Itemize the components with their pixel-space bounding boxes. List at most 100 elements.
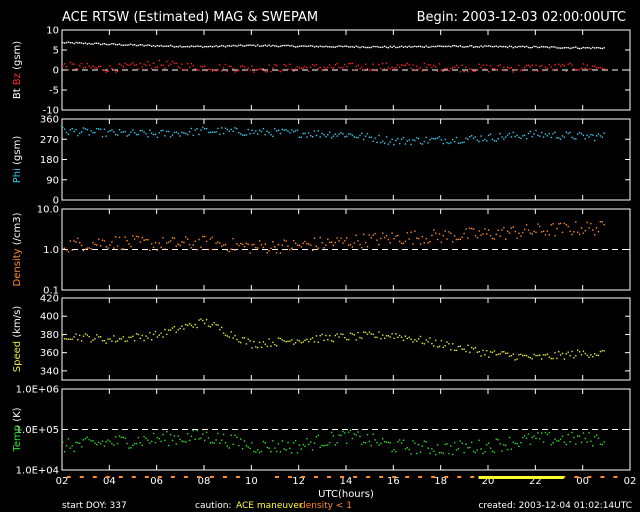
data-point [200,45,202,47]
data-point [230,65,232,68]
data-point [533,353,535,356]
data-point [62,64,64,67]
data-point [421,236,424,238]
data-point [166,242,168,244]
data-point [484,228,486,230]
data-point [149,64,151,66]
data-point [205,240,208,243]
data-point [283,64,285,66]
data-point [387,335,390,337]
data-point [99,336,102,338]
data-point [126,64,128,66]
data-point [128,134,130,136]
data-point [542,46,545,48]
low-density-mark [196,476,201,478]
data-point [595,227,598,229]
data-point [558,47,560,49]
data-point [217,68,219,71]
data-point [455,349,458,352]
data-point [258,240,261,242]
data-point [188,46,191,48]
data-point [336,62,338,65]
data-point [533,133,535,135]
data-point [578,47,581,50]
data-point [251,347,253,349]
data-point [455,64,458,67]
data-point [69,42,71,44]
data-point [285,129,287,131]
data-point [236,338,238,341]
data-point [399,334,401,337]
data-point [118,129,121,131]
data-point [247,243,249,246]
data-point [450,68,452,70]
data-point [122,66,124,68]
data-point [550,444,552,446]
data-point [535,354,537,357]
data-point [412,64,414,66]
data-point [275,345,278,347]
data-point [355,434,357,436]
data-point [253,341,255,343]
data-point [181,46,183,48]
data-point [310,135,312,137]
data-point [141,334,143,337]
data-point [486,140,488,142]
data-point [188,131,191,133]
data-point [338,133,340,135]
y-tick-label: 1.0E+04 [16,466,59,477]
data-point [361,66,363,68]
data-point [168,241,170,243]
data-point [230,128,232,131]
data-point [143,339,145,342]
data-point [559,222,562,225]
data-point [578,132,581,134]
data-point [499,133,501,135]
data-point [272,67,274,69]
data-point [204,45,206,48]
data-point [132,335,134,337]
data-point [139,337,141,339]
data-point [488,71,490,73]
data-point [368,234,371,236]
data-point [190,63,193,65]
data-point [446,341,448,343]
data-point [175,245,177,247]
data-point [258,68,261,70]
data-point [575,221,577,223]
data-point [542,136,545,138]
data-point [518,64,520,66]
data-point [323,247,325,249]
data-point [491,46,494,48]
data-point [404,240,407,242]
data-point [508,132,511,135]
data-point [376,239,378,241]
data-point [471,45,473,47]
data-point [522,45,524,47]
data-point [482,64,484,66]
data-point [342,45,344,48]
data-point [563,136,566,138]
data-point [101,340,104,342]
y-axis-label-part: (gsm) [12,136,23,168]
data-point [221,70,223,72]
data-point [578,351,581,353]
data-point [436,238,439,241]
data-point [376,45,378,48]
data-point [351,246,354,248]
data-point [71,338,73,340]
data-point [133,340,136,342]
data-point [236,243,238,245]
data-point [217,127,219,130]
data-point [382,438,384,440]
data-point [251,129,253,131]
data-point [537,70,539,72]
data-point [565,224,567,226]
series-density [62,221,605,254]
data-point [435,339,437,342]
data-point [541,131,543,134]
data-point [329,64,331,66]
data-point [296,339,299,341]
series-phi [62,126,605,146]
data-point [436,137,439,139]
